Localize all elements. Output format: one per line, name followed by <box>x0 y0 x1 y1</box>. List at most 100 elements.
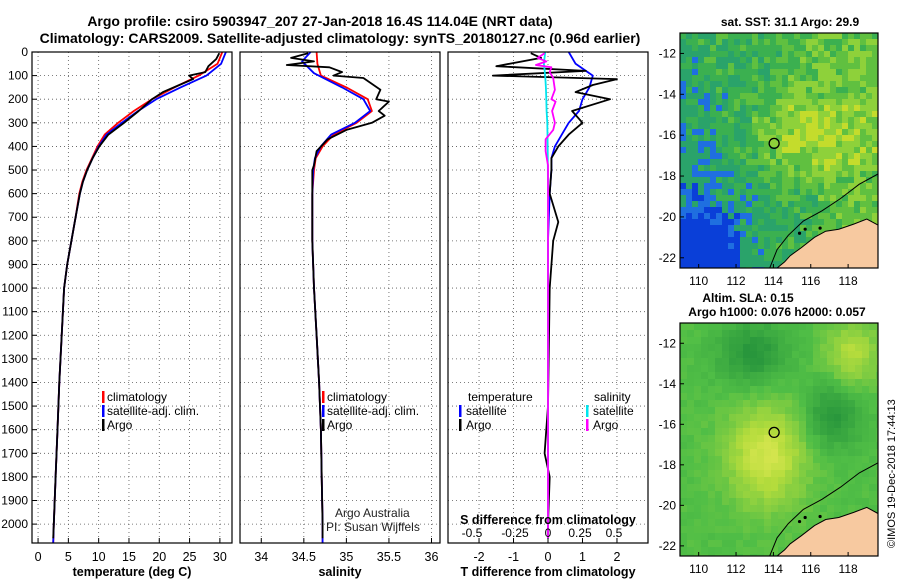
sla-cell <box>701 435 709 443</box>
sst-cell <box>854 219 861 226</box>
sst-cell <box>836 189 843 196</box>
ytick-label-12: 1200 <box>1 328 28 342</box>
sst-cell <box>776 231 783 238</box>
sla-cell <box>778 533 786 541</box>
sla-cell <box>785 344 793 352</box>
sst-cell <box>752 51 759 58</box>
sla-cell <box>848 491 856 499</box>
sla-cell <box>687 351 695 359</box>
sst-cell <box>734 225 741 232</box>
sst-cell <box>686 99 693 106</box>
sst-cell <box>752 117 759 124</box>
sla-cell <box>715 435 723 443</box>
sst-cell <box>866 105 873 112</box>
sla-cell <box>771 554 779 556</box>
difference-xtick-label-4: 2 <box>613 550 620 564</box>
sst-cell <box>818 57 825 64</box>
sst-cell <box>812 177 819 184</box>
sla-cell <box>806 372 814 380</box>
sla-cell <box>757 393 765 401</box>
sst-cell <box>866 33 873 40</box>
sst-cell <box>734 93 741 100</box>
sst-cell <box>710 39 717 46</box>
sst-cell <box>806 177 813 184</box>
credit-line-2: PI: Susan Wijffels <box>326 520 420 534</box>
sst-cell <box>782 249 789 256</box>
sst-cell <box>788 39 795 46</box>
sst-cell <box>746 87 753 94</box>
sla-cell <box>869 442 877 450</box>
sst-cell <box>686 231 693 238</box>
sst-cell <box>716 93 723 100</box>
sla-cell <box>694 386 702 394</box>
sst-cell <box>680 219 687 226</box>
salinity-xlabel: salinity <box>318 565 361 579</box>
sst-cell <box>800 195 807 202</box>
sst-cell <box>794 237 801 244</box>
sla-map-ytick-label-4: -20 <box>659 498 677 512</box>
sla-cell <box>736 393 744 401</box>
sst-cell <box>722 255 729 262</box>
sst-cell <box>866 201 873 208</box>
sla-cell <box>750 400 758 408</box>
sst-cell <box>818 33 825 40</box>
sla-cell <box>757 547 765 555</box>
sst-cell <box>770 201 777 208</box>
sla-cell <box>813 477 821 485</box>
sst-cell <box>746 231 753 238</box>
sst-cell <box>704 183 711 190</box>
sst-cell <box>860 165 867 172</box>
sla-cell <box>680 519 688 527</box>
sst-cell <box>698 183 705 190</box>
sst-cell <box>740 231 747 238</box>
sst-cell <box>824 81 831 88</box>
ytick-label-13: 1300 <box>1 352 28 366</box>
sla-cell <box>750 554 758 556</box>
sst-cell <box>710 57 717 64</box>
sla-cell <box>743 421 751 429</box>
sla-cell <box>876 456 878 464</box>
sst-cell <box>722 183 729 190</box>
sla-cell <box>876 337 878 345</box>
sla-cell <box>694 554 702 556</box>
sst-cell <box>716 63 723 70</box>
sst-cell <box>710 171 717 178</box>
sla-cell <box>757 505 765 513</box>
sst-cell <box>782 195 789 202</box>
sst-cell <box>728 69 735 76</box>
sla-cell <box>869 505 877 513</box>
sla-cell <box>841 449 849 457</box>
sst-cell <box>728 57 735 64</box>
sst-cell <box>782 51 789 58</box>
sst-cell <box>794 45 801 52</box>
sst-cell <box>686 105 693 112</box>
sst-cell <box>752 57 759 64</box>
sst-cell <box>770 195 777 202</box>
sst-cell <box>710 117 717 124</box>
sla-cell <box>687 386 695 394</box>
sst-cell <box>734 135 741 142</box>
sla-cell <box>750 505 758 513</box>
sla-cell <box>694 519 702 527</box>
sst-cell <box>728 213 735 220</box>
sla-cell <box>701 400 709 408</box>
title-line-2: Climatology: CARS2009. Satellite-adjuste… <box>40 30 641 46</box>
sst-cell <box>722 231 729 238</box>
sst-cell <box>794 189 801 196</box>
salinity-panel: 34 34.5 35 35.5 36salinityclimatologysatelli… <box>239 51 441 579</box>
sst-cell <box>698 69 705 76</box>
sla-cell <box>736 456 744 464</box>
sst-cell <box>752 99 759 106</box>
diff-legend-right-title: salinity <box>594 390 631 404</box>
sst-cell <box>752 243 759 250</box>
sla-cell <box>680 344 688 352</box>
sla-cell <box>771 393 779 401</box>
sst-cell <box>854 33 861 40</box>
sst-map-xtick-label-1: 112 <box>726 274 745 288</box>
sla-cell <box>785 337 793 345</box>
sst-cell <box>776 207 783 214</box>
sla-cell <box>680 547 688 555</box>
sst-cell <box>752 81 759 88</box>
sst-cell <box>860 117 867 124</box>
sla-cell <box>778 449 786 457</box>
